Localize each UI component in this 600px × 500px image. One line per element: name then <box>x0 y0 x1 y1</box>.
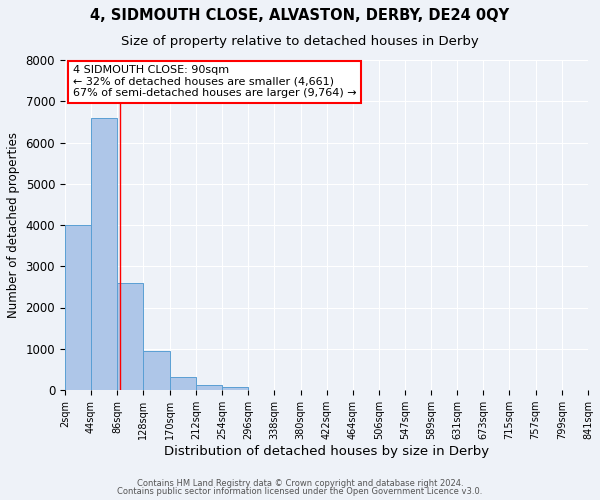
Bar <box>196 384 222 390</box>
Text: 4 SIDMOUTH CLOSE: 90sqm
← 32% of detached houses are smaller (4,661)
67% of semi: 4 SIDMOUTH CLOSE: 90sqm ← 32% of detache… <box>73 65 356 98</box>
X-axis label: Distribution of detached houses by size in Derby: Distribution of detached houses by size … <box>164 445 489 458</box>
Text: Contains HM Land Registry data © Crown copyright and database right 2024.: Contains HM Land Registry data © Crown c… <box>137 478 463 488</box>
Bar <box>170 377 196 390</box>
Bar <box>91 118 117 390</box>
Text: Contains public sector information licensed under the Open Government Licence v3: Contains public sector information licen… <box>118 487 482 496</box>
Text: Size of property relative to detached houses in Derby: Size of property relative to detached ho… <box>121 34 479 48</box>
Bar <box>222 386 248 390</box>
Y-axis label: Number of detached properties: Number of detached properties <box>7 132 20 318</box>
Text: 4, SIDMOUTH CLOSE, ALVASTON, DERBY, DE24 0QY: 4, SIDMOUTH CLOSE, ALVASTON, DERBY, DE24… <box>91 8 509 22</box>
Bar <box>117 283 143 390</box>
Bar <box>65 225 91 390</box>
Bar <box>143 351 170 390</box>
